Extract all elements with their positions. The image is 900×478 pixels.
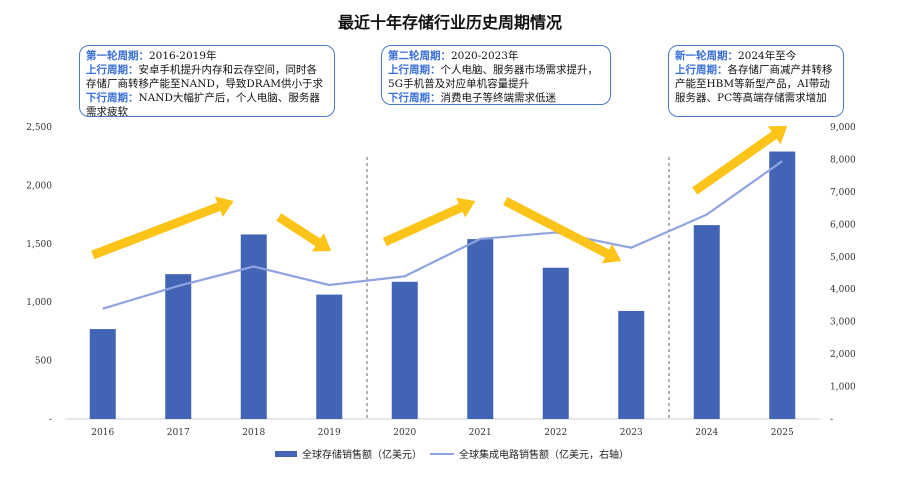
trend-arrow-down xyxy=(276,213,332,252)
annotation-text: 产能至HBM等新型产品，AI带动 xyxy=(675,78,830,90)
x-axis-tick-label: 2016 xyxy=(91,428,114,438)
annotation-line: 存储厂商转移产能至NAND，导致DRAM供小于求 xyxy=(86,77,328,91)
bar xyxy=(391,281,418,419)
left-axis-tick-label: 1,500 xyxy=(26,240,52,250)
trend-arrow-up xyxy=(91,196,234,260)
right-axis-tick-label: - xyxy=(830,415,833,425)
trend-arrow-up xyxy=(382,197,476,247)
x-axis-tick-label: 2021 xyxy=(469,428,492,438)
annotation-text: 2016-2019年 xyxy=(149,50,217,62)
annotation-line: 下行周期：消费电子等终端需求低迷 xyxy=(388,91,604,105)
annotation-text: 需求疲软 xyxy=(86,106,128,118)
annotation-key: 上行周期： xyxy=(388,64,441,76)
annotation-text: NAND大幅扩产后，个人电脑、服务器 xyxy=(138,92,320,104)
annotation-line: 新一轮周期：2024年至今 xyxy=(675,49,837,63)
right-axis-tick-label: 4,000 xyxy=(830,285,856,295)
left-axis-tick-label: 1,000 xyxy=(26,298,52,308)
bar xyxy=(316,294,343,419)
annotation-text: 安卓手机提升内存和云存空间，同时各 xyxy=(138,64,318,76)
annotation-text: 各存储厂商减产并转移 xyxy=(727,64,833,76)
annotation-key: 新一轮周期： xyxy=(675,50,738,62)
trend-arrow-down xyxy=(503,197,622,264)
annotation-line: 5G手机普及对应单机容量提升 xyxy=(388,77,604,91)
annotation-line: 上行周期：安卓手机提升内存和云存空间，同时各 xyxy=(86,63,328,77)
right-axis-tick-label: 8,000 xyxy=(830,155,856,165)
x-axis-tick-label: 2023 xyxy=(620,428,643,438)
bar xyxy=(89,329,116,419)
x-axis-tick-label: 2022 xyxy=(544,428,567,438)
chart-title: 最近十年存储行业历史周期情况 xyxy=(337,13,562,32)
right-axis-tick-label: 5,000 xyxy=(830,253,856,263)
annotation-text: 存储厂商转移产能至NAND，导致DRAM供小于求 xyxy=(86,78,324,90)
right-axis-tick-label: 2,000 xyxy=(830,350,856,360)
bar xyxy=(467,239,494,419)
annotation-line: 上行周期：各存储厂商减产并转移 xyxy=(675,63,837,77)
annotation-cycle-3: 新一轮周期：2024年至今 上行周期：各存储厂商减产并转移 产能至HBM等新型产品，… xyxy=(668,45,844,117)
bar xyxy=(769,151,796,419)
annotation-key: 第一轮周期： xyxy=(86,50,149,62)
bar xyxy=(618,310,645,419)
annotation-key: 下行周期： xyxy=(86,92,139,104)
annotation-text: 服务器、PC等高端存储需求增加 xyxy=(675,92,827,104)
annotation-line: 产能至HBM等新型产品，AI带动 xyxy=(675,77,837,91)
annotation-cycle-1: 第一轮周期：2016-2019年 上行周期：安卓手机提升内存和云存空间，同时各 存储… xyxy=(79,45,335,119)
bar xyxy=(693,225,720,419)
annotation-line: 上行周期：个人电脑、服务器市场需求提升， xyxy=(388,63,604,77)
right-axis-tick-label: 7,000 xyxy=(830,188,856,198)
annotation-text: 5G手机普及对应单机容量提升 xyxy=(388,78,530,90)
left-axis-tick-label: - xyxy=(49,415,52,425)
line-series xyxy=(102,160,783,310)
annotation-text: 消费电子等终端需求低迷 xyxy=(440,92,557,104)
x-axis-tick-label: 2018 xyxy=(242,428,265,438)
x-axis-tick-label: 2019 xyxy=(318,428,341,438)
bar xyxy=(240,234,267,419)
legend-label-bar: 全球存储销售额（亿美元） xyxy=(302,450,422,461)
right-axis-tick-label: 1,000 xyxy=(830,383,856,393)
legend-swatch-bar xyxy=(275,450,297,457)
legend-swatch-line xyxy=(430,452,454,455)
legend-label-line: 全球集成电路销售额（亿美元，右轴） xyxy=(459,450,629,461)
x-axis-tick-label: 2025 xyxy=(771,428,794,438)
x-axis-tick-label: 2024 xyxy=(695,428,718,438)
annotation-line: 服务器、PC等高端存储需求增加 xyxy=(675,91,837,105)
x-axis-tick-label: 2017 xyxy=(167,428,190,438)
annotation-text: 个人电脑、服务器市场需求提升， xyxy=(440,64,599,76)
annotation-key: 下行周期： xyxy=(388,92,441,104)
right-axis-tick-label: 3,000 xyxy=(830,318,856,328)
annotation-line: 第二轮周期：2020-2023年 xyxy=(388,49,604,63)
left-axis-tick-label: 500 xyxy=(35,357,52,367)
legend-item-line: 全球集成电路销售额（亿美元，右轴） xyxy=(430,446,629,461)
left-axis-tick-label: 2,500 xyxy=(26,123,52,133)
annotation-key: 上行周期： xyxy=(86,64,139,76)
right-axis-tick-label: 6,000 xyxy=(830,220,856,230)
legend-item-bar: 全球存储销售额（亿美元） xyxy=(275,446,422,461)
trend-arrow-up xyxy=(692,126,788,195)
annotation-key: 第二轮周期： xyxy=(388,50,451,62)
annotation-text: 2024年至今 xyxy=(738,50,797,62)
left-axis-tick-label: 2,000 xyxy=(26,181,52,191)
right-axis-tick-label: 9,000 xyxy=(830,123,856,133)
annotation-line: 第一轮周期：2016-2019年 xyxy=(86,49,328,63)
annotation-line: 需求疲软 xyxy=(86,105,328,119)
annotation-text: 2020-2023年 xyxy=(451,50,519,62)
bar xyxy=(542,267,569,419)
annotation-line: 下行周期：NAND大幅扩产后，个人电脑、服务器 xyxy=(86,91,328,105)
x-axis-tick-label: 2020 xyxy=(393,428,416,438)
annotation-cycle-2: 第二轮周期：2020-2023年 上行周期：个人电脑、服务器市场需求提升， 5G手机… xyxy=(381,45,611,105)
annotation-key: 上行周期： xyxy=(675,64,728,76)
bar xyxy=(165,274,192,419)
